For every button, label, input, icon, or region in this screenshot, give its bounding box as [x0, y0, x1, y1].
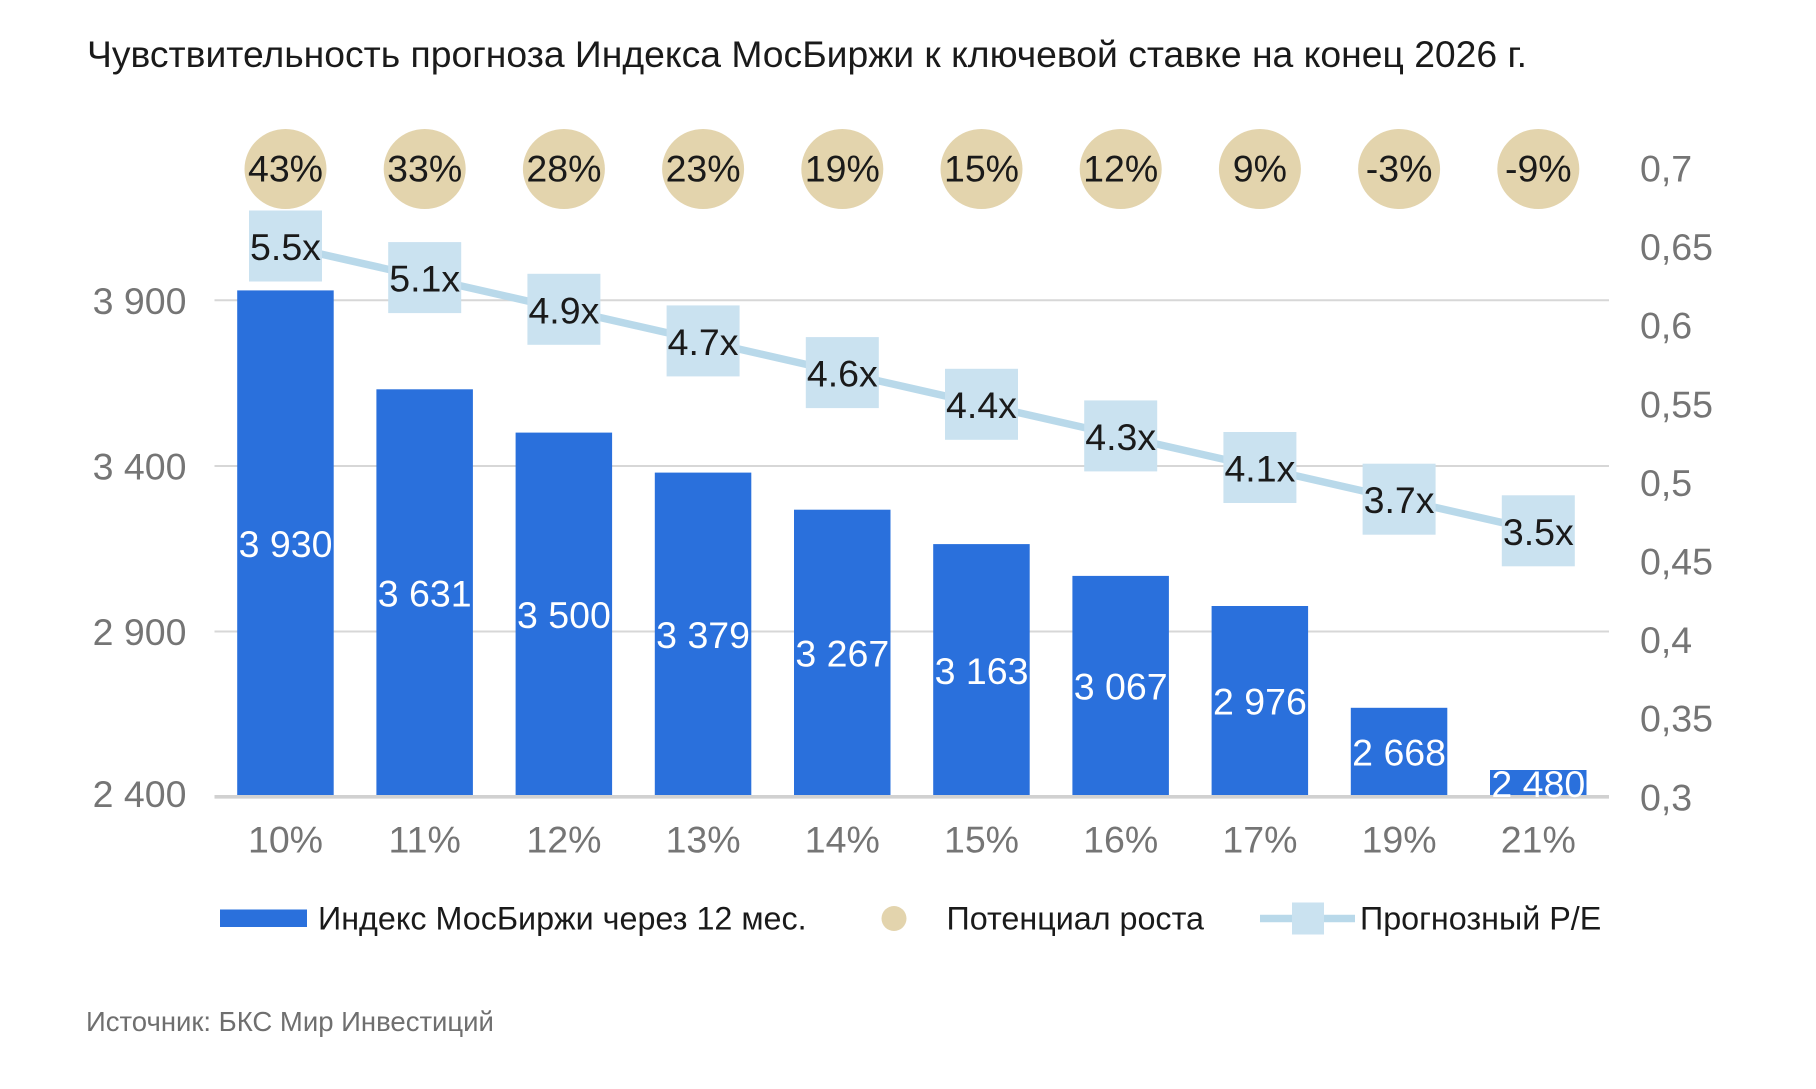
svg-text:15%: 15%: [944, 148, 1019, 190]
svg-text:0,55: 0,55: [1640, 383, 1713, 425]
svg-text:0,6: 0,6: [1640, 305, 1692, 347]
svg-text:3 067: 3 067: [1074, 666, 1168, 708]
svg-text:3 267: 3 267: [795, 633, 889, 675]
svg-text:Индекс МосБиржи через 12 мес.: Индекс МосБиржи через 12 мес.: [318, 900, 807, 936]
svg-text:2 400: 2 400: [93, 773, 187, 815]
svg-text:43%: 43%: [248, 148, 323, 190]
svg-text:2 900: 2 900: [93, 611, 187, 653]
svg-text:3 163: 3 163: [935, 650, 1029, 692]
svg-text:3 400: 3 400: [93, 446, 187, 488]
svg-text:0,4: 0,4: [1640, 619, 1692, 661]
svg-text:2 976: 2 976: [1213, 681, 1307, 723]
svg-text:3.7x: 3.7x: [1364, 479, 1435, 521]
svg-text:3 631: 3 631: [378, 572, 472, 614]
svg-text:0,3: 0,3: [1640, 776, 1692, 818]
svg-text:33%: 33%: [387, 148, 462, 190]
svg-text:21%: 21%: [1501, 819, 1576, 861]
svg-text:3.5x: 3.5x: [1503, 511, 1574, 553]
svg-text:9%: 9%: [1233, 148, 1287, 190]
svg-text:13%: 13%: [666, 819, 741, 861]
svg-text:4.9x: 4.9x: [528, 289, 599, 331]
svg-text:4.7x: 4.7x: [668, 321, 739, 363]
svg-text:14%: 14%: [805, 819, 880, 861]
svg-text:2 480: 2 480: [1491, 763, 1585, 805]
svg-text:11%: 11%: [389, 819, 461, 861]
svg-text:15%: 15%: [944, 819, 1019, 861]
svg-text:3 930: 3 930: [239, 523, 333, 565]
svg-text:-9%: -9%: [1505, 148, 1572, 190]
svg-text:4.1x: 4.1x: [1224, 448, 1295, 490]
svg-text:3 900: 3 900: [93, 280, 187, 322]
svg-text:17%: 17%: [1222, 819, 1297, 861]
svg-text:19%: 19%: [805, 148, 880, 190]
svg-text:-3%: -3%: [1366, 148, 1433, 190]
svg-text:5.1x: 5.1x: [389, 258, 460, 300]
svg-text:Потенциал роста: Потенциал роста: [947, 900, 1205, 936]
svg-text:0,35: 0,35: [1640, 698, 1713, 740]
svg-text:12%: 12%: [1083, 148, 1158, 190]
svg-text:Чувствительность прогноза Инде: Чувствительность прогноза Индекса МосБир…: [87, 33, 1527, 75]
svg-text:4.3x: 4.3x: [1085, 416, 1156, 458]
svg-text:3 379: 3 379: [656, 614, 750, 656]
svg-text:19%: 19%: [1362, 819, 1437, 861]
svg-text:3 500: 3 500: [517, 594, 611, 636]
svg-text:0,45: 0,45: [1640, 541, 1713, 583]
svg-text:10%: 10%: [248, 819, 323, 861]
svg-text:4.6x: 4.6x: [807, 353, 878, 395]
svg-text:12%: 12%: [526, 819, 601, 861]
svg-text:28%: 28%: [526, 148, 601, 190]
svg-text:0,5: 0,5: [1640, 462, 1692, 504]
svg-text:4.4x: 4.4x: [946, 384, 1017, 426]
svg-text:16%: 16%: [1083, 819, 1158, 861]
svg-text:Источник: БКС Мир Инвестиций: Источник: БКС Мир Инвестиций: [86, 1006, 494, 1037]
svg-text:Прогнозный P/E: Прогнозный P/E: [1360, 900, 1601, 936]
svg-text:2 668: 2 668: [1352, 732, 1446, 774]
svg-text:23%: 23%: [666, 148, 741, 190]
svg-text:0,65: 0,65: [1640, 226, 1713, 268]
svg-text:5.5x: 5.5x: [250, 226, 321, 268]
svg-text:0,7: 0,7: [1640, 148, 1692, 190]
